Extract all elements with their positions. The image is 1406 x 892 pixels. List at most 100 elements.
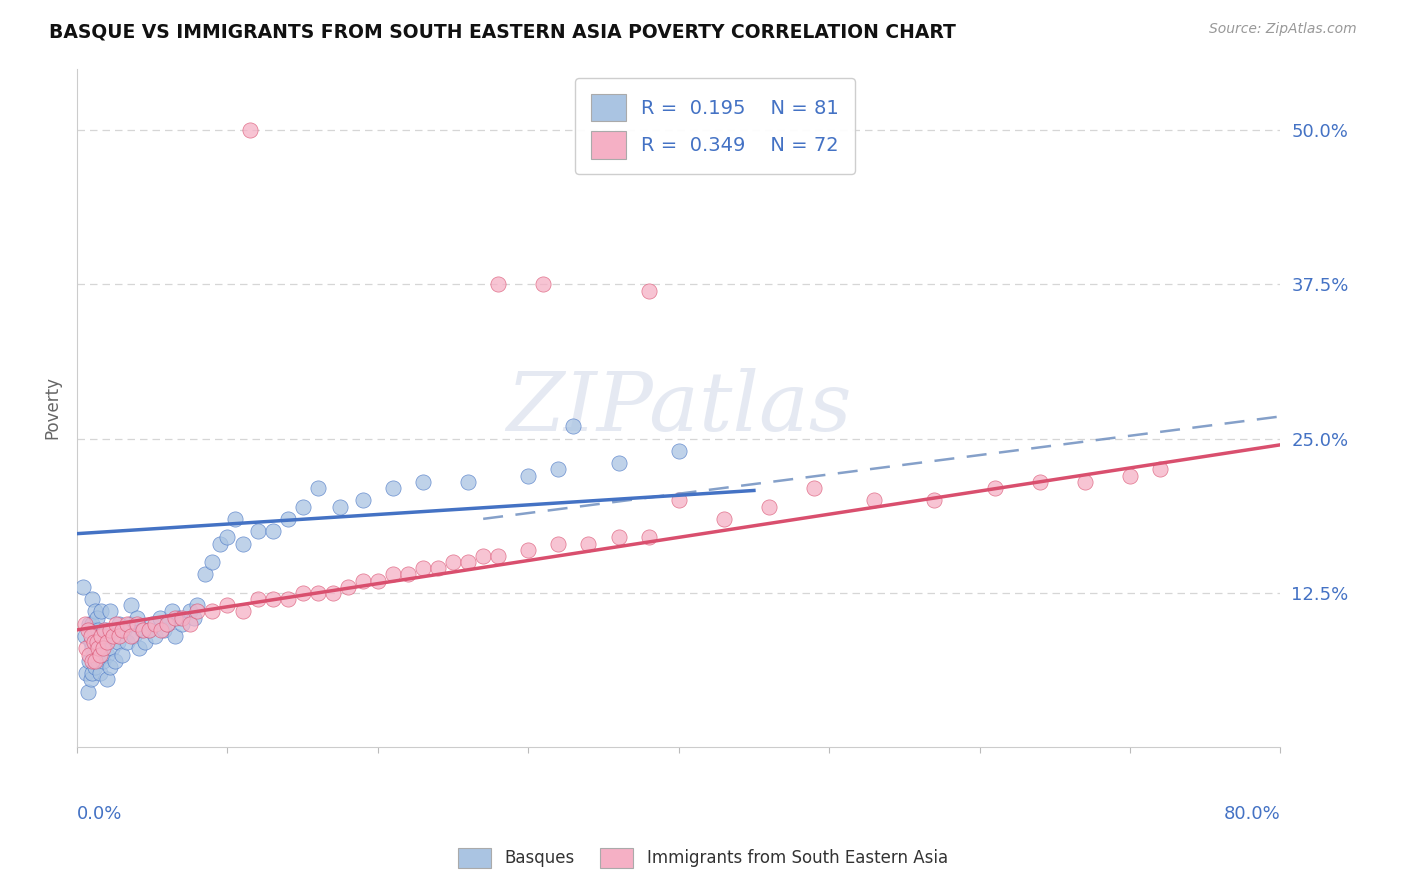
Point xyxy=(160,604,183,618)
Point xyxy=(87,654,110,668)
Point xyxy=(201,555,224,569)
Point xyxy=(77,616,100,631)
Point xyxy=(547,536,569,550)
Point xyxy=(457,555,479,569)
Point xyxy=(94,623,117,637)
Point xyxy=(924,493,946,508)
Point xyxy=(108,616,131,631)
Y-axis label: Poverty: Poverty xyxy=(44,376,60,439)
Point xyxy=(277,512,299,526)
Point xyxy=(517,468,540,483)
Point xyxy=(367,574,389,588)
Point xyxy=(82,666,104,681)
Point xyxy=(517,542,540,557)
Point xyxy=(96,635,118,649)
Legend: Basques, Immigrants from South Eastern Asia: Basques, Immigrants from South Eastern A… xyxy=(451,841,955,875)
Point xyxy=(186,604,208,618)
Point xyxy=(208,536,231,550)
Point xyxy=(83,648,105,662)
Point xyxy=(82,616,104,631)
Point xyxy=(172,616,194,631)
Point xyxy=(141,616,163,631)
Point xyxy=(322,586,344,600)
Point xyxy=(232,536,254,550)
Point xyxy=(246,524,269,539)
Point xyxy=(111,623,134,637)
Point xyxy=(90,604,112,618)
Point xyxy=(112,623,135,637)
Point xyxy=(441,555,464,569)
Point xyxy=(93,623,115,637)
Point xyxy=(79,672,101,686)
Point xyxy=(156,616,179,631)
Point xyxy=(201,604,224,618)
Point xyxy=(246,592,269,607)
Point xyxy=(73,616,96,631)
Point xyxy=(149,610,172,624)
Point xyxy=(87,623,110,637)
Point xyxy=(138,623,160,637)
Point xyxy=(75,666,97,681)
Point xyxy=(607,456,630,470)
Point xyxy=(120,629,142,643)
Point xyxy=(169,610,191,624)
Point xyxy=(277,592,299,607)
Point xyxy=(115,616,138,631)
Point xyxy=(427,561,450,575)
Point xyxy=(983,481,1005,495)
Point xyxy=(115,635,138,649)
Point xyxy=(396,567,419,582)
Point xyxy=(637,530,659,544)
Point xyxy=(143,629,166,643)
Point xyxy=(77,654,100,668)
Text: 80.0%: 80.0% xyxy=(1223,805,1281,822)
Text: Source: ZipAtlas.com: Source: ZipAtlas.com xyxy=(1209,22,1357,37)
Point xyxy=(84,654,107,668)
Point xyxy=(163,610,186,624)
Point xyxy=(83,623,105,637)
Point xyxy=(163,629,186,643)
Point xyxy=(122,629,145,643)
Point xyxy=(72,580,94,594)
Point xyxy=(172,610,194,624)
Legend: R =  0.195    N = 81, R =  0.349    N = 72: R = 0.195 N = 81, R = 0.349 N = 72 xyxy=(575,78,855,174)
Text: BASQUE VS IMMIGRANTS FROM SOUTH EASTERN ASIA POVERTY CORRELATION CHART: BASQUE VS IMMIGRANTS FROM SOUTH EASTERN … xyxy=(49,22,956,41)
Point xyxy=(73,629,96,643)
Point xyxy=(758,500,780,514)
Point xyxy=(179,616,201,631)
Point xyxy=(153,623,176,637)
Point xyxy=(98,660,121,674)
Point xyxy=(134,635,156,649)
Point xyxy=(381,567,404,582)
Point xyxy=(84,660,107,674)
Point xyxy=(336,580,359,594)
Point xyxy=(76,623,98,637)
Point xyxy=(90,629,112,643)
Point xyxy=(82,641,104,656)
Point xyxy=(239,123,262,137)
Point xyxy=(131,623,153,637)
Point xyxy=(96,672,118,686)
Text: ZIPatlas: ZIPatlas xyxy=(506,368,852,448)
Point xyxy=(96,648,118,662)
Point xyxy=(86,641,108,656)
Point xyxy=(352,493,374,508)
Text: 0.0%: 0.0% xyxy=(77,805,122,822)
Point xyxy=(89,666,111,681)
Point xyxy=(138,623,160,637)
Point xyxy=(412,475,434,489)
Point xyxy=(111,648,134,662)
Point xyxy=(668,444,690,458)
Point xyxy=(143,616,166,631)
Point xyxy=(89,629,111,643)
Point xyxy=(86,635,108,649)
Point xyxy=(329,500,352,514)
Point xyxy=(262,524,284,539)
Point xyxy=(179,604,201,618)
Point xyxy=(531,277,554,292)
Point xyxy=(83,635,105,649)
Point xyxy=(77,648,100,662)
Point xyxy=(128,641,150,656)
Point xyxy=(457,475,479,489)
Point xyxy=(107,635,129,649)
